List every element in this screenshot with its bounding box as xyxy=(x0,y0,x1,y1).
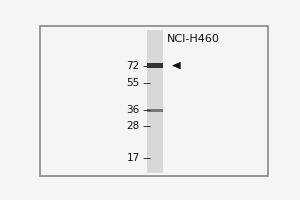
FancyBboxPatch shape xyxy=(40,26,268,176)
Text: 28: 28 xyxy=(127,121,140,131)
Text: NCI-H460: NCI-H460 xyxy=(167,34,220,44)
Text: 55: 55 xyxy=(127,78,140,88)
Text: 17: 17 xyxy=(127,153,140,163)
Text: 36: 36 xyxy=(127,105,140,115)
FancyBboxPatch shape xyxy=(147,109,163,112)
FancyBboxPatch shape xyxy=(147,30,163,173)
FancyBboxPatch shape xyxy=(147,63,163,68)
Polygon shape xyxy=(173,62,180,69)
Text: 72: 72 xyxy=(127,61,140,71)
